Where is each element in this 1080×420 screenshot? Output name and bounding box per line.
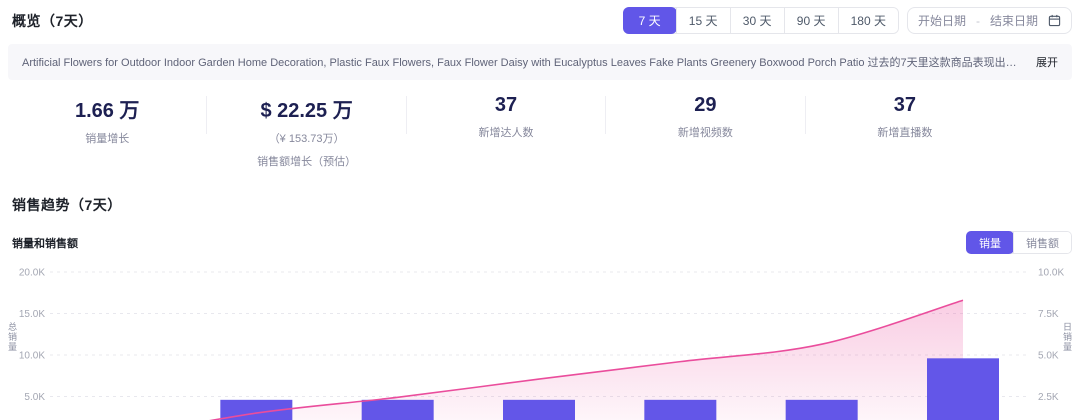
page-title: 概览（7天）	[12, 12, 93, 29]
product-summary-banner: Artificial Flowers for Outdoor Indoor Ga…	[8, 44, 1072, 80]
divider	[804, 96, 806, 134]
cumulative-sales-line	[208, 299, 964, 420]
trend-area	[213, 300, 963, 420]
stat-value: 29	[694, 94, 717, 116]
stat-label: 新增直播数	[877, 127, 933, 139]
stat-new-videos: 29 新增视频数	[606, 94, 804, 140]
daily-sales-bar	[361, 399, 434, 420]
stat-new-influencers: 37 新增达人数	[407, 94, 605, 140]
sales-trend-chart: 总销量 日销量 20.0K 10.0K 15.0K 7.5K 10.0K 5.0K 5.0K…	[0, 260, 1080, 420]
right-axis-tick-label: 5.0K	[1038, 351, 1059, 362]
header: 概览（7天） 7 天 15 天 30 天 90 天 180 天 开始日期 - 结…	[0, 0, 1080, 34]
range-button-180d[interactable]: 180 天	[837, 8, 898, 33]
right-axis-tick-label: 2.5K	[1038, 392, 1059, 403]
chart-canvas: 20.0K10.0K15.0K7.5K10.0K5.0K5.0K2.5K0003…	[19, 268, 1064, 420]
stat-new-livestreams: 37 新增直播数	[806, 94, 1004, 140]
daily-sales-bar	[503, 399, 575, 420]
stat-label: 新增达人数	[478, 127, 534, 139]
calendar-icon[interactable]	[1048, 14, 1061, 27]
stat-value: 37	[494, 94, 518, 116]
end-date-placeholder[interactable]: 结束日期	[989, 14, 1038, 28]
daily-sales-bar	[644, 399, 717, 420]
right-axis-title: 日销量	[1062, 322, 1072, 352]
metric-toggle-group: 销量 销售额	[966, 231, 1072, 254]
chart-subtitle: 销量和销售额	[12, 237, 78, 250]
daily-sales-bar	[220, 399, 293, 420]
header-controls: 7 天 15 天 30 天 90 天 180 天 开始日期 - 结束日期	[622, 7, 1072, 34]
stat-subvalue: （¥ 153.73万）	[268, 133, 345, 145]
right-axis-tick-label: 10.0K	[1038, 268, 1064, 279]
range-button-90d[interactable]: 90 天	[783, 8, 838, 33]
date-range-picker[interactable]: 开始日期 - 结束日期	[906, 7, 1072, 34]
stat-label: 新增视频数	[677, 127, 733, 139]
left-axis-tick-label: 10.0K	[19, 351, 45, 362]
toggle-sales-revenue[interactable]: 销售额	[1013, 232, 1071, 253]
expand-link[interactable]: 展开	[1036, 57, 1058, 69]
left-axis-tick-label: 5.0K	[24, 392, 45, 403]
stats-row: 1.66 万 销量增长 $ 22.25 万 （¥ 153.73万） 销售额增长（…	[8, 94, 1004, 169]
range-button-group: 7 天 15 天 30 天 90 天 180 天	[622, 7, 899, 34]
toggle-sales-volume[interactable]: 销量	[966, 231, 1014, 254]
daily-sales-bar	[785, 399, 858, 420]
divider	[605, 96, 607, 134]
daily-sales-bar	[927, 358, 999, 420]
divider	[206, 96, 208, 134]
stat-label: 销量增长	[85, 133, 130, 145]
stat-sales-growth: 1.66 万 销量增长	[8, 94, 206, 146]
range-button-15d[interactable]: 15 天	[675, 8, 730, 33]
stat-revenue-growth: $ 22.25 万 （¥ 153.73万） 销售额增长（预估）	[207, 94, 405, 169]
date-separator: -	[975, 13, 980, 28]
chart-header: 销量和销售额 销量 销售额	[12, 231, 1072, 254]
left-axis-tick-label: 20.0K	[19, 268, 45, 279]
trend-section-title: 销售趋势（7天）	[12, 197, 122, 213]
product-summary-text: Artificial Flowers for Outdoor Indoor Ga…	[22, 57, 1022, 69]
right-axis-tick-label: 7.5K	[1038, 309, 1059, 320]
stat-value: 1.66 万	[74, 100, 140, 122]
range-button-30d[interactable]: 30 天	[729, 8, 784, 33]
start-date-placeholder[interactable]: 开始日期	[917, 14, 966, 28]
stat-value: 37	[893, 94, 916, 116]
left-axis-title: 总销量	[7, 322, 17, 352]
range-button-7d[interactable]: 7 天	[622, 7, 677, 34]
left-axis-tick-label: 15.0K	[19, 309, 45, 320]
stat-value: $ 22.25 万	[260, 100, 353, 122]
divider	[405, 96, 407, 134]
stat-label: 销售额增长（预估）	[257, 156, 357, 168]
